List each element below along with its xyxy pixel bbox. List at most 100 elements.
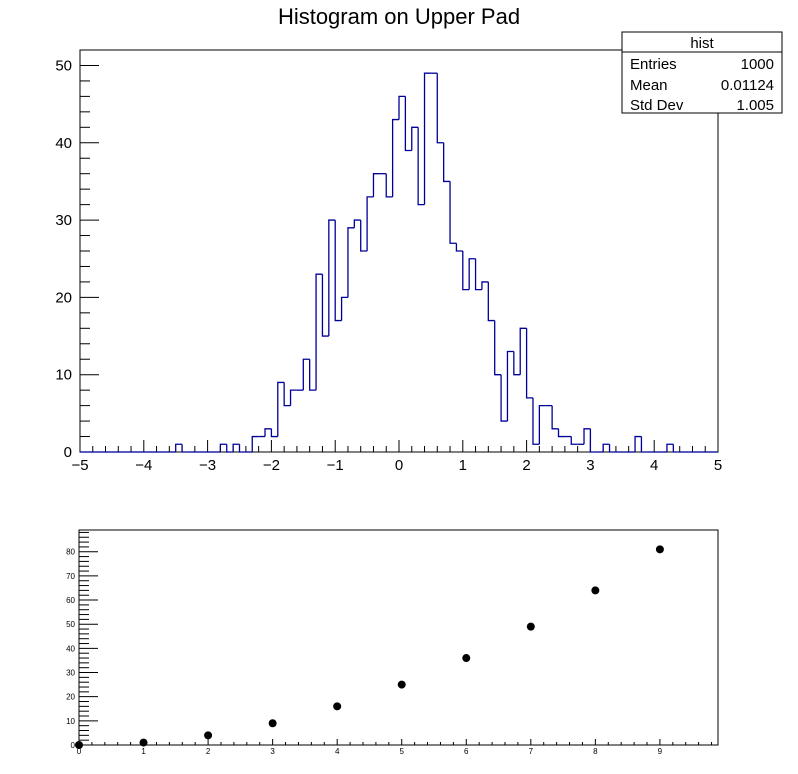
x-tick-label: 4: [335, 747, 340, 756]
x-tick-label: 7: [529, 747, 534, 756]
x-tick-label: 3: [586, 457, 594, 474]
x-tick-label: 2: [206, 747, 211, 756]
x-tick-label: −1: [327, 457, 344, 474]
histogram-bin: [474, 258, 482, 291]
histogram-bin: [321, 274, 329, 337]
histogram-bin: [589, 428, 597, 453]
lower-x-tick-labels: 0 1 2 3 4 5 6 7 8 9: [77, 747, 663, 756]
y-tick-label: 60: [66, 596, 75, 605]
lower-y-tick-labels: 0 10 20 30 40 50 60 70 80: [66, 548, 75, 750]
histogram-bin: [334, 220, 342, 322]
histogram-bin: [353, 219, 361, 228]
scatter-point: [333, 702, 342, 711]
x-tick-label: −5: [71, 457, 88, 474]
x-tick-label: 2: [522, 457, 530, 474]
upper-pad: Histogram on Upper Pad −5 −4 −3 −2 −1 0 1 2 3 4 5 …: [55, 4, 783, 474]
histogram-bin: [443, 142, 451, 183]
histogram-bin: [557, 428, 565, 438]
scatter-point: [268, 719, 277, 728]
histogram-bin: [328, 219, 336, 337]
y-tick-label: 50: [66, 620, 75, 629]
histogram-bin: [513, 351, 521, 376]
histogram-bin: [423, 72, 431, 205]
x-tick-label: 9: [658, 747, 663, 756]
y-tick-label: 30: [66, 669, 75, 678]
histogram-bin: [347, 227, 355, 298]
histogram-bin: [340, 296, 348, 321]
histogram-bin: [181, 444, 189, 453]
x-tick-label: 4: [650, 457, 658, 474]
lower-axis-ticks: [78, 531, 713, 746]
scatter-point: [397, 680, 406, 689]
histogram-bin: [640, 436, 648, 453]
histogram-bin: [468, 258, 476, 290]
scatter-point: [655, 545, 664, 554]
histogram-bins: [80, 72, 718, 453]
y-tick-label: 50: [55, 57, 72, 74]
stats-box: hist Entries 1000 Mean 0.01124 Std Dev 1…: [621, 31, 783, 114]
x-tick-label: −3: [199, 457, 216, 474]
histogram-bin: [436, 73, 444, 144]
histogram-bin: [455, 243, 463, 252]
stats-box-name: hist: [690, 35, 714, 52]
histogram-bin: [385, 173, 393, 198]
histogram-bin: [583, 428, 591, 445]
scatter-point: [591, 586, 600, 595]
histogram-bin: [175, 443, 183, 452]
histogram-bin: [551, 405, 559, 430]
x-tick-label: 8: [593, 747, 598, 756]
x-tick-label: 1: [459, 457, 467, 474]
lower-pad: 0 1 2 3 4 5 6 7 8 9 0 10 20 30 40 50 60 70 80: [66, 529, 719, 756]
scatter-points: [75, 545, 664, 749]
histogram-bin: [372, 173, 380, 197]
x-tick-label: 3: [270, 747, 275, 756]
histogram-bin: [538, 404, 546, 445]
y-tick-label: 70: [66, 572, 75, 581]
histogram-bin: [232, 443, 240, 452]
histogram-bin: [532, 397, 540, 445]
histogram-bin: [309, 359, 317, 391]
x-tick-label: −2: [263, 457, 280, 474]
upper-x-tick-labels: −5 −4 −3 −2 −1 0 1 2 3 4 5: [71, 457, 722, 474]
histogram-bin: [506, 350, 514, 422]
histogram-bin: [519, 327, 527, 375]
x-tick-label: 5: [400, 747, 405, 756]
histogram-bin: [264, 428, 272, 437]
histogram-bin: [289, 389, 297, 406]
chart-title: Histogram on Upper Pad: [278, 4, 520, 29]
histogram-bin: [404, 96, 412, 152]
histogram-bin: [634, 435, 642, 452]
stats-value-entries: 1000: [741, 56, 774, 73]
histogram-bin: [449, 181, 457, 244]
stats-value-stddev: 1.005: [736, 97, 774, 114]
y-tick-label: 0: [64, 444, 72, 461]
y-tick-label: 0: [71, 741, 76, 750]
stats-label-stddev: Std Dev: [630, 97, 684, 114]
histogram-bin: [251, 435, 259, 452]
histogram-bin: [494, 320, 502, 376]
stats-label-mean: Mean: [630, 77, 668, 94]
histogram-bin: [487, 281, 495, 322]
histogram-bin: [283, 382, 291, 407]
histogram-bin: [277, 381, 285, 437]
x-tick-label: 5: [714, 457, 722, 474]
scatter-point: [462, 654, 471, 663]
lower-plot-frame: [78, 529, 719, 746]
histogram-bin: [302, 358, 310, 391]
x-tick-label: 1: [141, 747, 146, 756]
upper-y-tick-labels: 0 10 20 30 40 50: [55, 57, 72, 461]
histogram-bin: [219, 443, 227, 452]
histogram-bin: [462, 251, 470, 291]
scatter-point: [75, 741, 83, 749]
histogram-bin: [270, 428, 278, 438]
histogram-bin: [391, 118, 399, 197]
y-tick-label: 20: [66, 693, 75, 702]
y-tick-label: 10: [66, 717, 75, 726]
histogram-bin: [411, 126, 419, 151]
stats-label-entries: Entries: [630, 56, 677, 73]
histogram-bin: [366, 196, 374, 251]
histogram-bin: [525, 328, 533, 399]
histogram-bin: [238, 444, 246, 453]
y-tick-label: 30: [55, 212, 72, 229]
histogram-bin: [666, 443, 674, 452]
